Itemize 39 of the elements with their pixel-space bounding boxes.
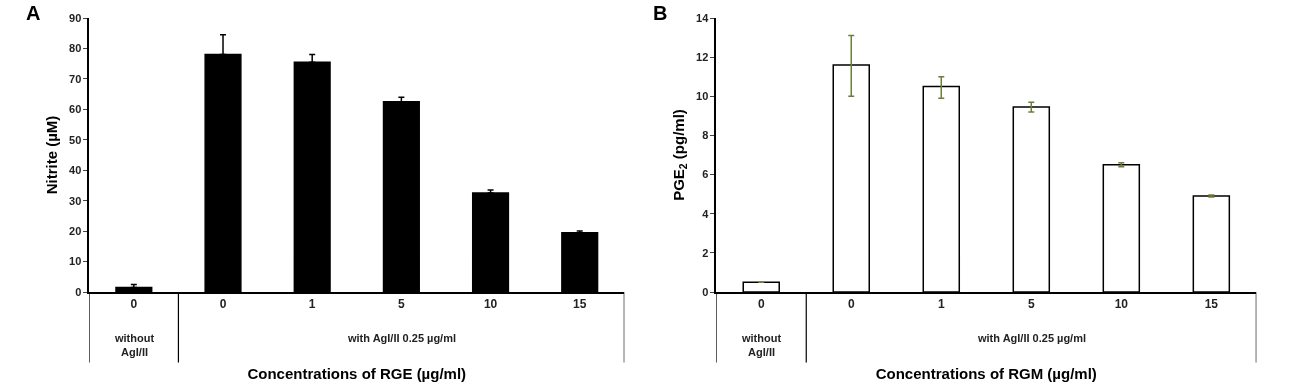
y-tick-label: 12: [696, 50, 709, 63]
x-tick-label: 0: [847, 297, 855, 312]
y-tick-label: 8: [702, 129, 709, 142]
y-tick-label: 2: [702, 246, 709, 259]
x-tick-label: 15: [1204, 297, 1219, 312]
text: without AgI/II: [114, 332, 155, 359]
x-tick-label: 5: [398, 297, 406, 312]
y-tick-label: 60: [69, 103, 82, 116]
text: with AgI/II 0.25 µg/ml: [977, 332, 1087, 344]
x-axis-title: Concentrations of RGE (µg/ml): [247, 364, 467, 382]
y-tick-label: 70: [69, 72, 82, 85]
y-tick-label: 90: [69, 11, 82, 24]
y-tick-label: 6: [702, 168, 709, 181]
y-tick-label: 20: [69, 224, 82, 237]
y-tick-label: 0: [75, 285, 82, 298]
text: with AgI/II 0.25 µg/ml: [347, 332, 457, 344]
y-tick-label: 50: [69, 133, 82, 146]
x-tick-label: 15: [573, 297, 587, 312]
y-tick-label: 10: [696, 90, 709, 103]
text: without AgI/II: [741, 332, 782, 359]
y-tick-label: 4: [702, 207, 710, 220]
x-tick-label: 0: [219, 297, 227, 312]
y-tick-label: 40: [69, 164, 82, 177]
x-tick-label: 0: [757, 297, 765, 312]
y-tick-label: 0: [702, 285, 709, 298]
chart-title: B: [653, 2, 668, 24]
x-tick-label: 5: [1027, 297, 1035, 312]
x-axis-title: Concentrations of RGM (µg/ml): [875, 364, 1097, 382]
x-tick-label: 0: [130, 297, 138, 312]
x-tick-label: 1: [308, 297, 316, 312]
chart-title: A: [26, 2, 41, 24]
y-tick-label: 14: [696, 11, 710, 24]
x-tick-label: 10: [1114, 297, 1129, 312]
y-tick-label: 80: [69, 42, 82, 55]
y-tick-label: 30: [69, 194, 82, 207]
y-axis-title: Nitrite (µM): [42, 115, 60, 195]
x-tick-label: 1: [937, 297, 945, 312]
y-tick-label: 10: [69, 255, 82, 268]
x-tick-label: 10: [483, 297, 498, 312]
